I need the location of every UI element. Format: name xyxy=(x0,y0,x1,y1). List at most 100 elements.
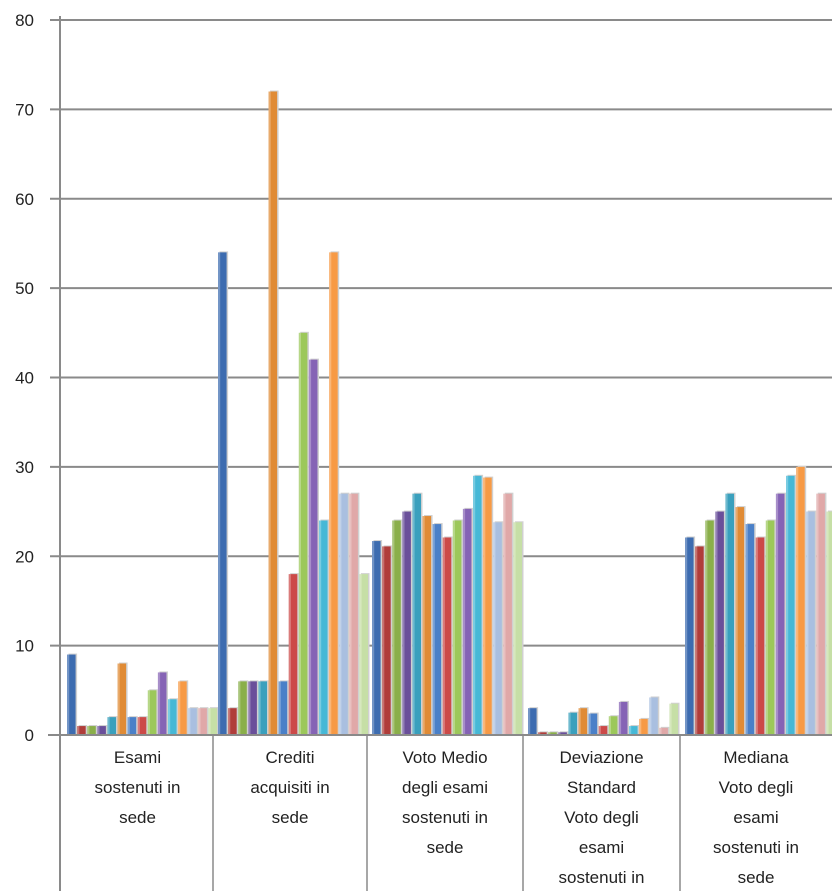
bar xyxy=(715,511,724,735)
bar-4-3 xyxy=(715,510,726,735)
bar-3-10 xyxy=(629,725,640,735)
bar-highlight xyxy=(288,574,291,735)
y-tick-label: 40 xyxy=(15,369,34,388)
bar-highlight xyxy=(493,522,496,735)
bar xyxy=(765,520,775,735)
bars xyxy=(67,90,832,735)
bar-highlight xyxy=(77,726,80,735)
bar-0-5 xyxy=(117,662,128,735)
bar-3-14 xyxy=(669,702,680,735)
bar-1-0 xyxy=(218,251,229,735)
bar-4-10 xyxy=(786,474,797,735)
bar xyxy=(735,507,745,735)
bar-4-0 xyxy=(685,536,696,735)
bar-highlight xyxy=(765,520,768,735)
bar-highlight xyxy=(168,699,171,735)
bar-highlight xyxy=(442,537,445,735)
bar-3-9 xyxy=(618,700,629,735)
bar-2-1 xyxy=(382,545,393,735)
bar xyxy=(339,493,348,735)
bar xyxy=(568,712,577,735)
bar-highlight xyxy=(67,654,70,735)
bar-0-12 xyxy=(188,707,199,735)
bar-4-14 xyxy=(826,510,832,735)
bar-highlight xyxy=(359,574,362,735)
y-tick-label: 50 xyxy=(15,279,34,298)
bar-0-0 xyxy=(67,653,78,735)
bar-1-9 xyxy=(308,358,319,735)
category-label-line: Voto degli xyxy=(564,808,639,827)
category-label-line: Standard xyxy=(567,778,636,797)
bar xyxy=(513,522,522,735)
bar xyxy=(77,726,86,735)
bar-highlight xyxy=(329,252,332,735)
bar xyxy=(248,681,257,735)
bar xyxy=(538,732,547,735)
category-label-line: Crediti xyxy=(265,748,314,767)
bar xyxy=(588,713,598,735)
bar-2-10 xyxy=(473,474,484,735)
bar-highlight xyxy=(228,708,231,735)
category-label-line: sostenuti in xyxy=(402,808,488,827)
bar xyxy=(67,654,76,735)
bar-highlight xyxy=(268,91,271,735)
category-label-line: Voto Medio xyxy=(402,748,487,767)
bar-highlight xyxy=(107,717,110,735)
category-label-line: acquisiti in xyxy=(250,778,329,797)
bar xyxy=(278,681,288,735)
category-label: Mediana Voto degli esami sostenuti in sede xyxy=(713,748,799,887)
bar xyxy=(218,252,227,735)
bar xyxy=(503,493,512,735)
bar-1-14 xyxy=(359,573,370,735)
bar xyxy=(117,663,127,735)
bar xyxy=(639,718,648,735)
bar-highlight xyxy=(649,697,652,735)
bar-4-8 xyxy=(765,519,776,735)
bar xyxy=(618,701,628,735)
bar-1-2 xyxy=(238,680,249,735)
bar-highlight xyxy=(786,475,789,735)
bar-highlight xyxy=(578,708,581,735)
bar-highlight xyxy=(629,726,632,735)
bar-highlight xyxy=(618,701,622,735)
y-tick-label: 80 xyxy=(15,11,34,30)
y-tick-label: 10 xyxy=(15,637,34,656)
bar-highlight xyxy=(402,511,405,735)
bar xyxy=(493,522,502,735)
bar-1-1 xyxy=(228,707,239,735)
bar-highlight xyxy=(319,520,322,735)
bar-0-11 xyxy=(178,680,189,735)
category-label-line: degli esami xyxy=(402,778,488,797)
bar-highlight xyxy=(685,537,688,735)
bar-highlight xyxy=(568,712,571,735)
bar-highlight xyxy=(483,477,486,735)
bar-3-4 xyxy=(568,711,579,735)
bar-highlight xyxy=(715,511,718,735)
bar-2-13 xyxy=(503,492,514,735)
bar-highlight xyxy=(558,732,561,735)
bar-1-5 xyxy=(268,90,279,735)
bar-highlight xyxy=(806,511,809,735)
bar xyxy=(238,681,247,735)
bar xyxy=(188,708,197,735)
bar xyxy=(528,708,537,735)
bar xyxy=(796,466,805,735)
bar-highlight xyxy=(137,717,140,735)
bar xyxy=(298,332,308,735)
bar-2-11 xyxy=(483,476,494,735)
bar-2-2 xyxy=(392,519,403,735)
bar-2-8 xyxy=(452,519,463,735)
bar xyxy=(608,716,618,735)
bar-0-8 xyxy=(147,689,158,735)
bar-highlight xyxy=(178,681,181,735)
bar-highlight xyxy=(735,507,738,735)
y-tick-label: 30 xyxy=(15,458,34,477)
bar-3-11 xyxy=(639,717,650,735)
bar-highlight xyxy=(382,546,385,735)
bar-0-10 xyxy=(168,698,179,735)
bar xyxy=(168,699,177,735)
bar xyxy=(329,252,338,735)
bar-highlight xyxy=(725,493,728,735)
bar xyxy=(319,520,328,735)
